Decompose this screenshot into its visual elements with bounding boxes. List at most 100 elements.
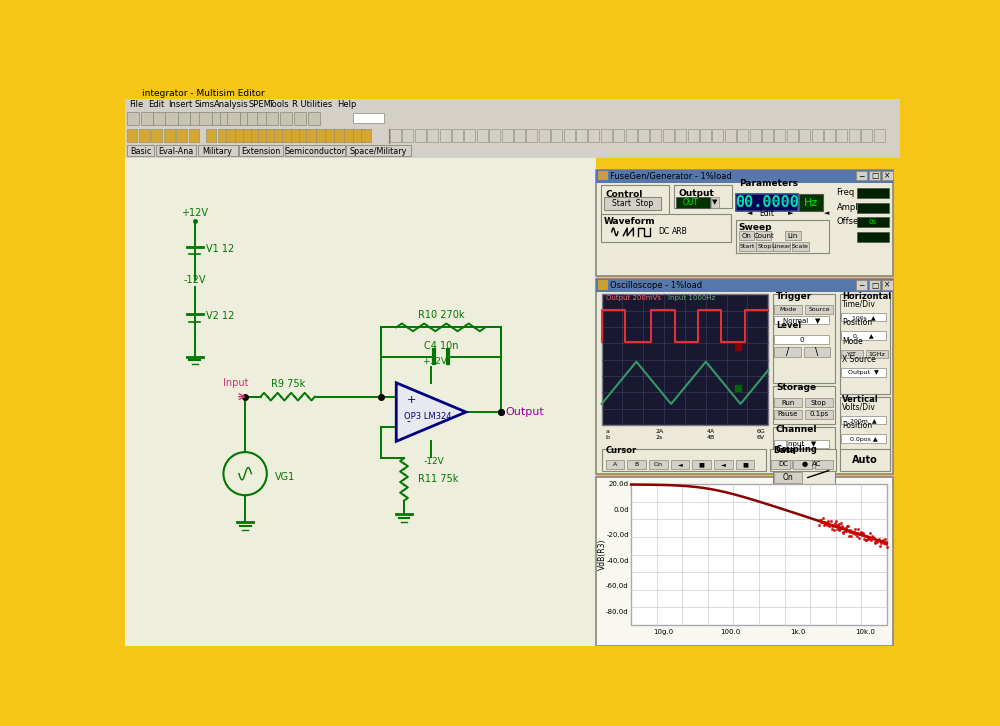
Point [875, 534, 891, 546]
Bar [227, 112, 240, 125]
Point [819, 519, 835, 531]
Text: File: File [129, 100, 143, 110]
Text: 10k.0: 10k.0 [855, 629, 875, 635]
Point [853, 526, 869, 538]
Text: ×: × [884, 171, 891, 180]
Bar [127, 112, 139, 125]
Point [849, 527, 865, 539]
Point [865, 532, 881, 544]
Text: /: / [786, 347, 789, 357]
Bar [199, 112, 212, 125]
Point [813, 514, 829, 526]
Text: 0.1ps: 0.1ps [809, 412, 828, 417]
Bar [325, 129, 336, 142]
Bar [239, 145, 283, 156]
Point [876, 537, 892, 549]
Bar [127, 145, 154, 156]
Bar [452, 129, 463, 142]
Bar [576, 129, 587, 142]
Point [870, 534, 886, 546]
Text: 1k.0: 1k.0 [790, 629, 805, 635]
Bar [774, 346, 801, 357]
Bar [140, 112, 153, 125]
Bar [792, 242, 809, 251]
Point [840, 521, 856, 532]
Point [821, 520, 837, 531]
Text: R10 270k: R10 270k [418, 310, 464, 320]
Text: Position: Position [842, 318, 872, 327]
Text: Waveform: Waveform [604, 217, 656, 227]
Bar [663, 129, 674, 142]
Bar [840, 449, 890, 470]
Point [837, 523, 853, 535]
Point [830, 520, 846, 531]
Text: 100.0: 100.0 [720, 629, 740, 635]
Bar [736, 460, 754, 469]
Bar [226, 129, 237, 142]
Point [837, 526, 853, 537]
Point [842, 526, 858, 537]
Text: Stop: Stop [811, 400, 826, 406]
Bar [774, 409, 802, 419]
Text: ARB: ARB [672, 227, 688, 237]
Text: Analysis: Analysis [214, 100, 249, 110]
Text: □: □ [871, 280, 878, 290]
Bar [551, 129, 562, 142]
Text: Offset: Offset [836, 217, 862, 227]
Bar [774, 316, 829, 325]
Text: a
b: a b [606, 429, 610, 440]
Bar [164, 129, 175, 142]
Point [851, 528, 867, 539]
Bar [601, 185, 669, 227]
Point [858, 534, 874, 545]
Point [840, 526, 856, 537]
Bar [464, 129, 475, 142]
Bar [631, 484, 887, 624]
Bar [266, 112, 278, 125]
Bar [596, 477, 893, 646]
Text: Input 1000Hz: Input 1000Hz [668, 295, 715, 301]
Point [820, 515, 836, 526]
Text: Eval-Ana: Eval-Ana [158, 147, 194, 155]
Point [824, 523, 840, 535]
Point [867, 537, 883, 548]
Text: Stop: Stop [757, 244, 772, 249]
Text: Pause: Pause [777, 412, 798, 417]
Bar [756, 231, 771, 240]
Bar [514, 129, 525, 142]
Text: On: On [742, 233, 751, 239]
Text: Parameters: Parameters [739, 179, 798, 189]
Text: Time/Div: Time/Div [842, 300, 876, 309]
Text: 2A
2s: 2A 2s [656, 429, 664, 440]
Text: Position: Position [842, 421, 872, 431]
Text: Edit: Edit [759, 209, 774, 218]
Text: Coupling: Coupling [776, 445, 818, 454]
Bar [861, 129, 872, 142]
Bar [712, 129, 723, 142]
Point [871, 534, 887, 545]
Text: 100s  ▲: 100s ▲ [852, 315, 875, 320]
Text: 0      ▲: 0 ▲ [853, 333, 874, 338]
Point [835, 527, 851, 539]
Bar [805, 305, 833, 314]
Text: 1GHz: 1GHz [868, 352, 885, 356]
Point [862, 528, 878, 539]
Bar [596, 169, 893, 183]
Bar [857, 232, 889, 242]
Bar [805, 409, 833, 419]
Point [878, 538, 894, 550]
Bar [739, 242, 756, 251]
Bar [308, 112, 320, 125]
Text: Input   ▼: Input ▼ [786, 441, 817, 447]
Bar [787, 129, 798, 142]
Text: ■: ■ [699, 462, 705, 467]
Text: Extension: Extension [241, 147, 281, 155]
Bar [125, 87, 900, 99]
Point [829, 521, 845, 532]
Bar [869, 280, 880, 290]
Bar [156, 145, 196, 156]
Bar [206, 129, 216, 142]
Bar [774, 305, 802, 314]
Point [843, 530, 859, 542]
Bar [714, 460, 733, 469]
